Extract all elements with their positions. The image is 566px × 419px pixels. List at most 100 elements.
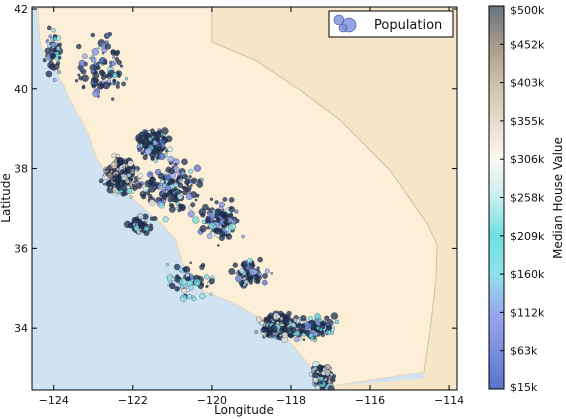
scatter-point: [189, 261, 192, 265]
scatter-point: [98, 69, 105, 76]
y-tick-label: 40: [14, 83, 28, 96]
scatter-point: [99, 57, 105, 64]
scatter-point: [122, 159, 128, 165]
scatter-point: [213, 228, 218, 234]
scatter-point: [146, 171, 154, 178]
scatter-point: [96, 61, 100, 65]
scatter-point: [319, 327, 323, 332]
scatter-point: [149, 216, 155, 221]
scatter-point: [163, 146, 167, 150]
scatter-point: [82, 53, 88, 59]
y-tick-label: 34: [14, 322, 28, 335]
scatter-point: [324, 315, 330, 321]
scatter-point: [53, 36, 58, 41]
scatter-point: [168, 168, 175, 175]
scatter-point: [255, 279, 261, 284]
scatter-point: [324, 330, 329, 335]
scatter-point: [166, 190, 174, 199]
scatter-point: [181, 170, 186, 175]
x-tick-label: −118: [276, 394, 306, 407]
scatter-point: [112, 72, 118, 79]
scatter-point: [149, 151, 157, 159]
colorbar-tick-label: $452k: [510, 38, 545, 51]
scatter-point: [209, 292, 213, 296]
scatter-point: [285, 320, 290, 326]
scatter-point: [169, 206, 176, 213]
scatter-point: [137, 213, 144, 220]
scatter-point: [91, 48, 100, 56]
scatter-point: [264, 268, 270, 274]
scatter-point: [228, 223, 236, 231]
scatter-point: [174, 286, 180, 292]
scatter-point: [256, 266, 260, 270]
y-tick-label: 36: [14, 242, 28, 255]
scatter-point: [144, 138, 148, 142]
scatter-point: [46, 25, 52, 31]
scatter-point: [279, 328, 284, 333]
scatter-point: [290, 326, 297, 334]
scatter-point: [50, 42, 56, 48]
scatter-point: [239, 268, 245, 274]
scatter-point: [102, 182, 106, 186]
scatter-point: [282, 331, 288, 338]
scatter-point: [156, 138, 161, 143]
scatter-point: [324, 363, 331, 370]
scatter-point: [104, 43, 112, 50]
scatter-point: [191, 296, 197, 302]
scatter-point: [143, 146, 148, 150]
scatter-point: [185, 276, 191, 282]
scatter-point: [114, 173, 118, 177]
colorbar-label: Median House Value: [551, 137, 565, 259]
scatter-point: [158, 153, 166, 160]
scatter-point: [194, 198, 198, 202]
scatter-point: [300, 315, 307, 322]
scatter-point: [142, 186, 149, 193]
colorbar-ticks: $15k $63k $112k $160k $209k $258k $306k $355k $4…: [500, 4, 545, 394]
scatter-point: [118, 160, 123, 166]
scatter-point: [177, 182, 184, 189]
y-tick-label: 38: [14, 163, 28, 176]
scatter-point: [144, 219, 148, 223]
scatter-point: [76, 43, 82, 50]
scatter-point: [188, 284, 194, 291]
scatter-point: [139, 229, 143, 233]
scatter-point: [119, 169, 125, 175]
scatter-point: [188, 168, 194, 174]
scatter-point: [161, 135, 166, 140]
scatter-point: [108, 64, 113, 68]
scatter-point: [204, 274, 210, 280]
scatter-point: [51, 28, 56, 33]
scatter-point: [240, 261, 248, 269]
scatter-point: [187, 210, 195, 218]
scatter-point: [158, 172, 165, 180]
scatter-point: [228, 268, 236, 275]
scatter-point: [121, 81, 126, 87]
scatter-point: [202, 203, 209, 211]
scatter-point: [329, 377, 336, 383]
colorbar-tick-label: $15k: [510, 381, 538, 394]
scatter-point: [294, 330, 301, 337]
scatter-point: [200, 282, 204, 287]
scatter-point: [79, 67, 84, 72]
scatter-point: [45, 70, 53, 78]
colorbar-tick-label: $258k: [510, 192, 545, 205]
legend: Population: [328, 10, 454, 38]
scatter-point: [219, 211, 226, 218]
scatter-point: [150, 182, 156, 188]
scatter-point: [185, 193, 193, 200]
scatter-point: [256, 316, 263, 323]
scatter-point: [318, 323, 321, 326]
scatter-point: [100, 75, 106, 80]
scatter-point: [179, 278, 187, 286]
colorbar-tick-label: $63k: [510, 345, 538, 358]
scatter-point: [112, 78, 116, 83]
scatter-point: [318, 318, 323, 323]
scatter-point: [167, 146, 173, 153]
scatter-point: [126, 184, 131, 189]
scatter-point: [158, 202, 165, 209]
scatter-point: [254, 330, 259, 334]
scatter-point: [92, 89, 100, 98]
scatter-point: [287, 333, 292, 338]
scatter-point: [137, 172, 143, 179]
scatter-point: [262, 273, 268, 279]
